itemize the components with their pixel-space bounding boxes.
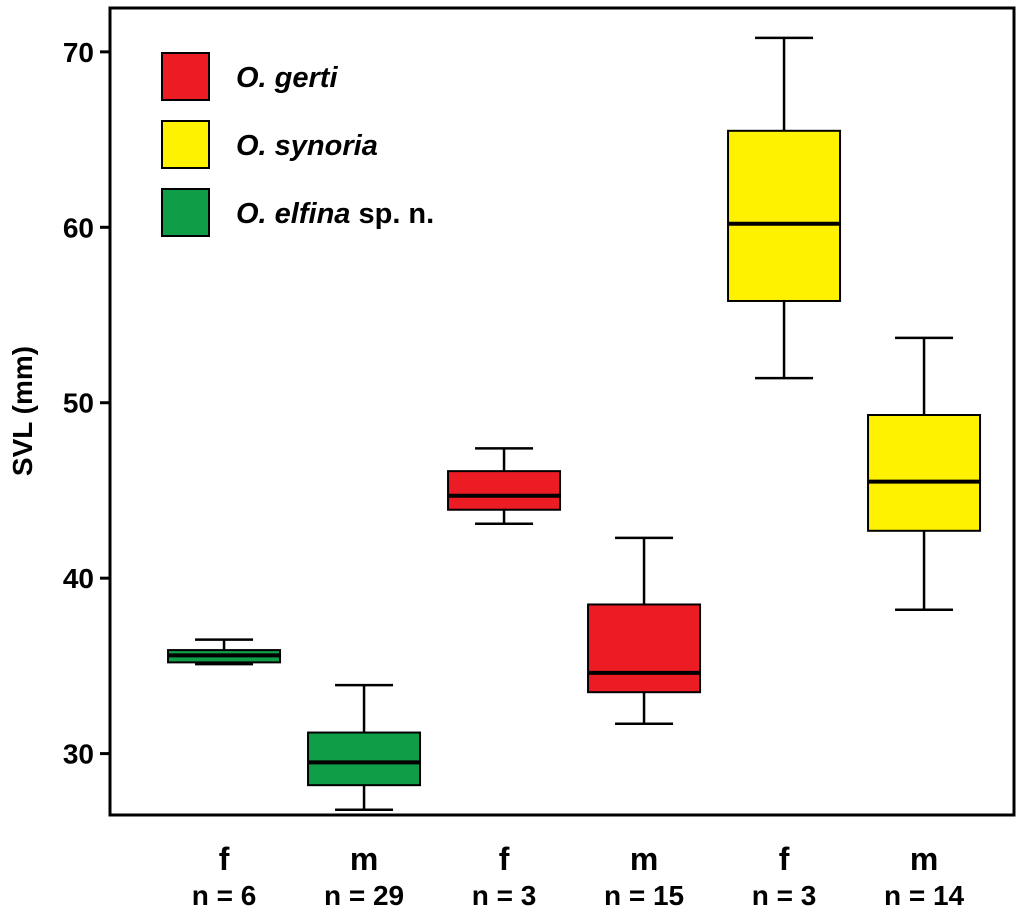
category-sex-label: m — [910, 841, 938, 877]
y-axis: 30 40 50 60 70 — [63, 37, 110, 770]
iqr-box — [867, 414, 982, 532]
box-6 — [867, 336, 982, 611]
box-4 — [587, 536, 702, 726]
y-axis-title: SVL (mm) — [7, 346, 38, 476]
iqr-box — [587, 603, 702, 694]
category-sex-label: m — [630, 841, 658, 877]
legend: O. gerti O. synoria O. elfina sp. n. — [161, 52, 434, 237]
legend-label: O. synoria — [236, 130, 378, 162]
y-tick-label: 60 — [63, 212, 94, 243]
category-sex-label: f — [779, 841, 790, 877]
legend-species-suffix: sp. n. — [350, 198, 434, 230]
y-tick-label: 40 — [63, 563, 94, 594]
box-2 — [307, 683, 422, 811]
category-sex-label: f — [219, 841, 230, 877]
y-tick-label: 30 — [63, 739, 94, 770]
legend-label: O. elfina sp. n. — [236, 198, 434, 230]
legend-swatch — [161, 188, 210, 237]
box-series — [167, 36, 982, 811]
iqr-box — [447, 470, 562, 511]
box-3 — [447, 447, 562, 526]
legend-species-name: O. synoria — [236, 130, 378, 162]
legend-swatch — [161, 120, 210, 169]
iqr-box — [307, 731, 422, 787]
y-tick-label: 50 — [63, 388, 94, 419]
category-n-label: n = 3 — [752, 880, 817, 911]
category-n-label: n = 6 — [192, 880, 257, 911]
category-sex-label: f — [499, 841, 510, 877]
legend-species-name: O. gerti — [236, 62, 338, 94]
category-n-label: n = 29 — [324, 880, 404, 911]
category-n-label: n = 3 — [472, 880, 537, 911]
legend-label: O. gerti — [236, 62, 338, 94]
plot-frame — [108, 6, 1016, 817]
category-n-label: n = 15 — [604, 880, 684, 911]
box-1 — [167, 638, 282, 666]
y-tick-label: 70 — [63, 37, 94, 68]
legend-swatch — [161, 52, 210, 101]
legend-species-name: O. elfina — [236, 198, 350, 230]
iqr-box — [727, 129, 842, 302]
box-5 — [727, 36, 842, 380]
category-n-label: n = 14 — [884, 880, 965, 911]
category-sex-label: m — [350, 841, 378, 877]
